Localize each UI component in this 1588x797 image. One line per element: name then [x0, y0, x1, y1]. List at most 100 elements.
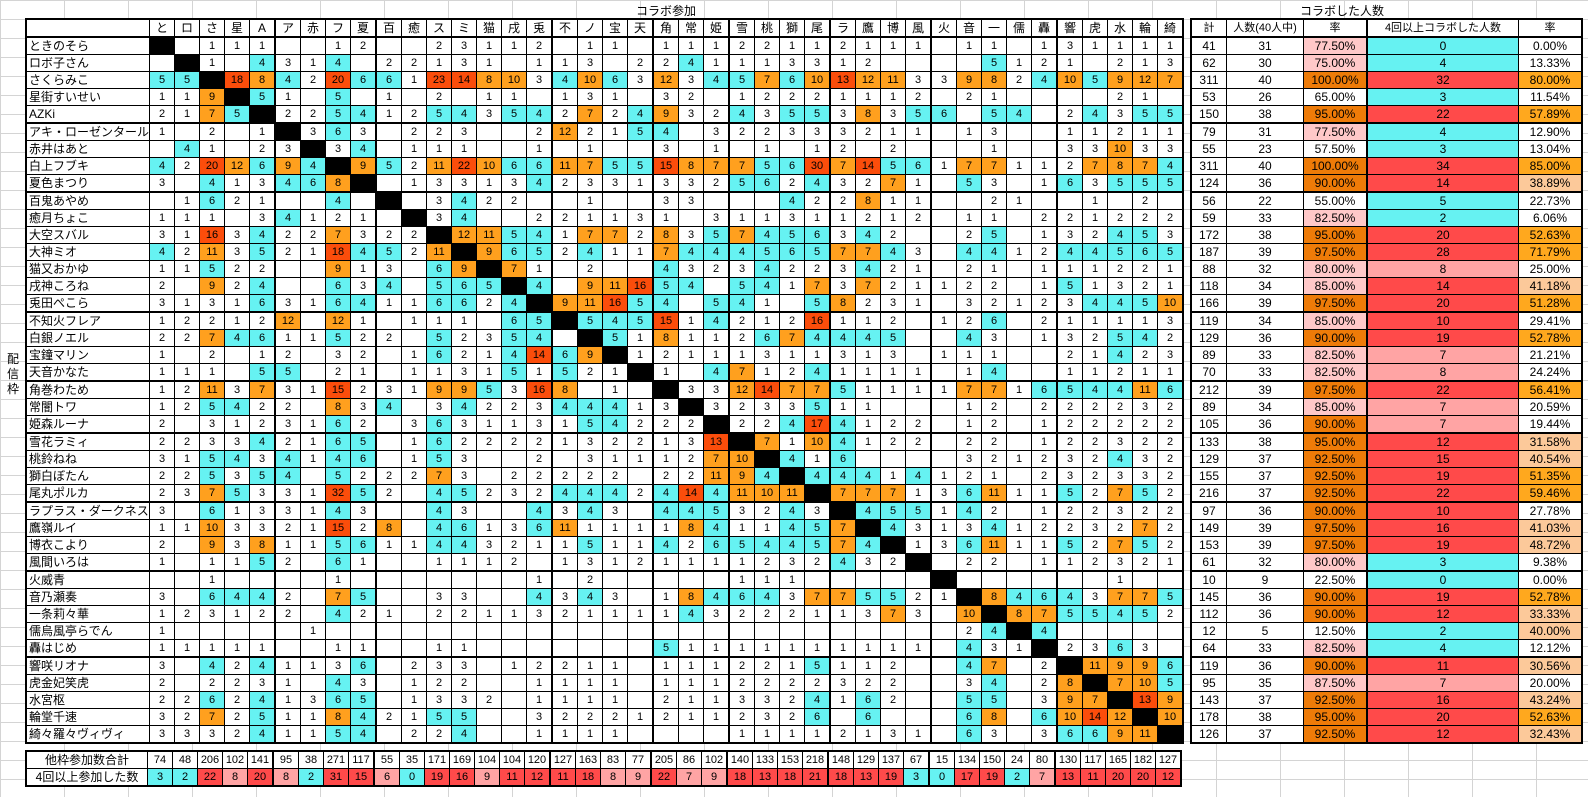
matrix-row-label[interactable]: 尾丸ポルカ — [25, 484, 151, 503]
matrix-row-label[interactable]: 桃鈴ねね — [25, 450, 151, 468]
matrix-column-header[interactable]: 音 — [956, 18, 983, 38]
matrix-cell: 1 — [627, 519, 654, 537]
matrix-row-label[interactable]: アキ・ローゼンタール — [25, 122, 151, 141]
matrix-column-header[interactable]: 桃 — [754, 18, 781, 38]
matrix-row-label[interactable]: 綺々羅々ヴィヴィ — [25, 725, 151, 744]
matrix-row-label[interactable]: 一条莉々華 — [25, 605, 151, 623]
matrix-row-label[interactable]: 白上フブキ — [25, 157, 151, 175]
matrix-column-header[interactable]: 宝 — [602, 18, 629, 38]
matrix-row-label[interactable]: 輪堂千速 — [25, 708, 151, 726]
matrix-column-header[interactable]: 響 — [1056, 18, 1084, 38]
matrix-column-header[interactable]: 百 — [375, 18, 403, 38]
matrix-cell: 11 — [551, 519, 579, 537]
matrix-row-label[interactable]: 博衣こより — [25, 536, 151, 554]
matrix-column-header[interactable]: 常 — [678, 18, 705, 38]
matrix-column-header[interactable]: 輪 — [1132, 18, 1159, 38]
matrix-row-label[interactable]: ラプラス・ダークネス — [25, 501, 151, 520]
matrix-column-header[interactable]: 癒 — [401, 18, 428, 38]
matrix-row-label[interactable]: 響咲リオナ — [25, 656, 151, 675]
matrix-column-header[interactable]: ロ — [174, 18, 201, 38]
matrix-row-label[interactable]: 虎金妃笑虎 — [25, 674, 151, 692]
matrix-column-header[interactable]: 赤 — [300, 18, 327, 38]
matrix-column-header[interactable]: 兎 — [526, 18, 553, 38]
summary-column-header[interactable]: 人数(40人中) — [1226, 18, 1304, 38]
matrix-row-label[interactable]: 角巻わため — [25, 380, 151, 399]
summary-column-header[interactable]: 率 — [1518, 18, 1583, 38]
matrix-column-header[interactable]: 姫 — [703, 18, 730, 38]
matrix-column-header[interactable]: 博 — [880, 18, 907, 38]
matrix-column-header[interactable]: 火 — [930, 18, 958, 38]
matrix-column-header[interactable]: A — [249, 18, 276, 38]
matrix-row-label[interactable]: さくらみこ — [25, 71, 151, 89]
summary-column-header[interactable]: 4回以上コラボした人数 — [1366, 18, 1519, 38]
matrix-row-label[interactable]: AZKi — [25, 105, 151, 124]
matrix-column-header[interactable]: 角 — [652, 18, 680, 38]
matrix-cell — [678, 570, 705, 589]
matrix-cell: 1 — [1031, 157, 1058, 175]
matrix-row-label[interactable]: 大空スバル — [25, 226, 151, 244]
matrix-row-label[interactable]: 常闇トワ — [25, 398, 151, 416]
matrix-column-header[interactable]: 風 — [905, 18, 932, 38]
matrix-column-header[interactable]: 綺 — [1157, 18, 1184, 38]
matrix-cell: 8 — [551, 380, 579, 399]
matrix-column-header[interactable]: 天 — [627, 18, 654, 38]
matrix-row-label[interactable]: 百鬼あやめ — [25, 191, 151, 210]
matrix-row-label[interactable]: 水宮枢 — [25, 691, 151, 709]
summary-column-header[interactable]: 計 — [1190, 18, 1227, 38]
matrix-column-header[interactable]: 不 — [551, 18, 579, 38]
matrix-column-header[interactable]: 雪 — [728, 18, 756, 38]
matrix-column-header[interactable]: 一 — [981, 18, 1008, 38]
matrix-row-label[interactable]: 轟はじめ — [25, 639, 151, 658]
matrix-row-label[interactable]: 宝鐘マリン — [25, 346, 151, 364]
matrix-column-header[interactable]: 虎 — [1082, 18, 1109, 38]
matrix-column-header[interactable]: さ — [199, 18, 226, 38]
matrix-cell: 4 — [325, 54, 352, 72]
matrix-column-header[interactable]: ノ — [577, 18, 604, 38]
matrix-column-header[interactable]: 轟 — [1031, 18, 1058, 38]
matrix-row-label[interactable]: 兎田ぺこら — [25, 294, 151, 313]
matrix-row-label[interactable]: 星街すいせい — [25, 88, 151, 106]
matrix-column-header[interactable]: ア — [274, 18, 302, 38]
matrix-column-header[interactable]: 夏 — [350, 18, 377, 38]
matrix-column-header[interactable]: 儒 — [1006, 18, 1033, 38]
matrix-column-header[interactable]: ラ — [829, 18, 857, 38]
matrix-column-header[interactable]: 尾 — [804, 18, 831, 38]
matrix-column-header[interactable]: フ — [325, 18, 352, 38]
matrix-row-label[interactable]: ときのそら — [25, 36, 151, 55]
matrix-row-label[interactable]: 風間いろは — [25, 553, 151, 572]
matrix-column-header[interactable]: ス — [426, 18, 453, 38]
matrix-row-label[interactable]: 戌神ころね — [25, 277, 151, 295]
matrix-column-header[interactable]: 鷹 — [855, 18, 882, 38]
matrix-column-header[interactable]: 猫 — [476, 18, 503, 38]
matrix-row-label[interactable]: 火威青 — [25, 570, 151, 589]
matrix-row-label[interactable]: 鷹嶺ルイ — [25, 519, 151, 537]
matrix-row-label[interactable]: 獅白ぼたん — [25, 467, 151, 485]
vertical-caption-haishinwaku: 配信枠 — [5, 352, 21, 397]
matrix-row-label[interactable]: ロボ子さん — [25, 54, 151, 72]
matrix-row-label[interactable]: 猫又おかゆ — [25, 260, 151, 278]
matrix-row-label[interactable]: 赤井はあと — [25, 140, 151, 158]
matrix-row-label[interactable]: 白銀ノエル — [25, 329, 151, 347]
matrix-row-label[interactable]: 音乃瀬奏 — [25, 588, 151, 606]
matrix-cell — [627, 88, 654, 106]
matrix-row-label[interactable]: 不知火フレア — [25, 311, 151, 330]
matrix-row-label[interactable]: 夏色まつり — [25, 174, 151, 193]
matrix-row-label[interactable]: 儒烏風亭らでん — [25, 622, 151, 640]
matrix-row-label[interactable]: 天音かなた — [25, 363, 151, 382]
matrix-column-header[interactable]: 戌 — [501, 18, 528, 38]
matrix-column-header[interactable]: 獅 — [779, 18, 806, 38]
matrix-cell: 1 — [703, 54, 730, 72]
matrix-cell: 1 — [149, 122, 176, 141]
matrix-column-header[interactable]: 星 — [224, 18, 251, 38]
matrix-cell: 2 — [956, 432, 983, 451]
matrix-cell — [930, 36, 958, 55]
matrix-column-header[interactable]: ミ — [451, 18, 478, 38]
matrix-column-header[interactable]: 水 — [1107, 18, 1134, 38]
matrix-diagonal-cell — [779, 467, 806, 485]
matrix-row-label[interactable]: 大神ミオ — [25, 243, 151, 261]
matrix-column-header[interactable]: と — [149, 18, 176, 38]
matrix-row-label[interactable]: 癒月ちょこ — [25, 209, 151, 227]
matrix-row-label[interactable]: 姫森ルーナ — [25, 415, 151, 434]
matrix-row-label[interactable]: 雪花ラミィ — [25, 432, 151, 451]
summary-column-header[interactable]: 率 — [1303, 18, 1368, 38]
